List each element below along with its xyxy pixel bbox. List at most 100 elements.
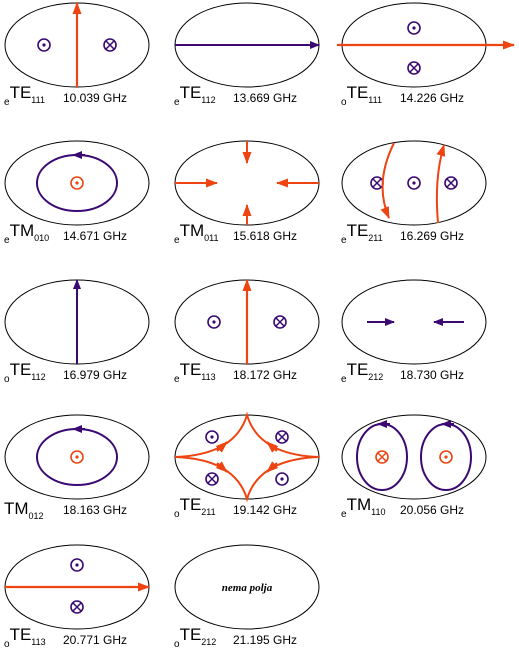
mode-name: TE	[347, 83, 369, 102]
cross-lines	[409, 63, 419, 73]
mode-index: 012	[29, 511, 44, 521]
field-arrow	[435, 144, 446, 224]
mode-cell	[341, 279, 487, 365]
mode-index: 112	[31, 372, 45, 382]
mode-prefix: e	[4, 97, 10, 108]
mode-label: eTE211	[341, 221, 383, 246]
mode-label: eTE112	[174, 83, 216, 108]
mode-index: 111	[31, 95, 45, 105]
mode-frequency: 14.671 GHz	[63, 229, 127, 243]
dot-center	[212, 320, 216, 324]
mode-prefix: e	[174, 235, 180, 246]
mode-prefix: e	[341, 374, 347, 385]
field-arrow	[215, 461, 228, 473]
cross-lines	[446, 178, 456, 188]
cross-lines	[275, 317, 285, 327]
mode-name: TE	[10, 83, 32, 102]
mode-label: oTE111	[341, 83, 382, 108]
dot-symbol	[70, 558, 84, 572]
mode-label: eTM110	[341, 495, 385, 520]
mode-name: TE	[10, 625, 32, 644]
mode-prefix: o	[4, 639, 10, 648]
mode-cell	[4, 279, 150, 365]
dot-center	[42, 43, 46, 47]
dot-symbol	[275, 472, 289, 486]
mode-cell	[341, 414, 487, 500]
mode-name: TM	[180, 221, 205, 240]
dot-symbol	[407, 21, 421, 35]
mode-cell	[174, 2, 320, 88]
cross-lines	[207, 474, 217, 484]
mode-cell	[174, 279, 320, 365]
mode-name: TE	[180, 625, 202, 644]
cross-symbol	[273, 315, 287, 329]
cavity-outline	[174, 544, 320, 630]
mode-frequency: 18.163 GHz	[63, 503, 127, 517]
mode-prefix: e	[174, 374, 180, 385]
cross-symbol	[375, 450, 389, 464]
mode-prefix: e	[4, 235, 10, 246]
mode-cell	[341, 140, 487, 226]
mode-name: TM	[4, 499, 29, 518]
mode-label: eTE111	[4, 83, 45, 108]
mode-cell	[174, 411, 320, 503]
mode-index: 113	[201, 372, 215, 382]
mode-index: 110	[371, 507, 385, 517]
mode-frequency: 21.195 GHz	[233, 633, 297, 647]
mode-prefix: e	[341, 235, 347, 246]
mode-label: eTM011	[174, 221, 218, 246]
mode-label: eTE212	[341, 360, 383, 385]
mode-cell	[4, 140, 150, 226]
cavity-outline	[341, 140, 487, 226]
dot-center	[412, 181, 416, 185]
mode-prefix: e	[341, 509, 347, 520]
mode-prefix: o	[341, 97, 347, 108]
mode-name: TM	[10, 221, 35, 240]
mode-name: TE	[10, 360, 32, 379]
cross-lines	[72, 602, 82, 612]
mode-frequency: 18.730 GHz	[400, 368, 464, 382]
mode-index: 113	[31, 637, 45, 647]
mode-name: TE	[180, 83, 202, 102]
field-arrow	[380, 142, 395, 219]
cavity-outline	[341, 414, 487, 500]
mode-cell	[174, 140, 320, 226]
mode-frequency: 18.172 GHz	[233, 368, 297, 382]
dot-center	[75, 455, 79, 459]
dot-symbol	[205, 430, 219, 444]
mode-cell: nema polja	[174, 544, 320, 630]
mode-name: TE	[180, 495, 202, 514]
cross-symbol	[407, 61, 421, 75]
mode-frequency: 16.979 GHz	[63, 368, 127, 382]
mode-name: TM	[347, 495, 372, 514]
mode-frequency: 13.669 GHz	[233, 91, 297, 105]
cross-lines	[277, 432, 287, 442]
mode-index: 111	[368, 95, 382, 105]
dot-symbol	[439, 450, 453, 464]
mode-name: TE	[347, 221, 369, 240]
field-arrow	[266, 461, 279, 473]
mode-label: eTE113	[174, 360, 216, 385]
cross-lines	[105, 40, 115, 50]
dot-symbol	[407, 176, 421, 190]
mode-cell	[4, 2, 150, 88]
mode-cell	[4, 544, 150, 630]
mode-name: TE	[180, 360, 202, 379]
field-curve	[174, 411, 320, 503]
mode-index: 112	[201, 95, 215, 105]
mode-cell	[4, 414, 150, 500]
mode-label: oTE112	[4, 360, 46, 385]
mode-frequency: 16.269 GHz	[400, 229, 464, 243]
mode-index: 212	[201, 637, 216, 647]
mode-index: 010	[34, 233, 49, 243]
mode-frequency: 10.039 GHz	[63, 91, 127, 105]
cavity-outline	[4, 140, 150, 226]
cross-symbol	[205, 472, 219, 486]
cross-symbol	[70, 600, 84, 614]
mode-prefix: o	[174, 639, 180, 648]
mode-frequency: 19.142 GHz	[233, 503, 297, 517]
field-arrow	[266, 441, 279, 453]
dot-symbol	[70, 176, 84, 190]
mode-label: eTM010	[4, 221, 49, 246]
dot-center	[75, 181, 79, 185]
